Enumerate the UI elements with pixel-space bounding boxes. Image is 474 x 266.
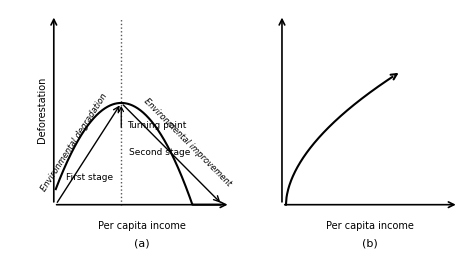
Text: (a): (a) xyxy=(134,239,150,249)
Text: (b): (b) xyxy=(363,239,378,249)
Text: Turning point: Turning point xyxy=(127,121,187,130)
Text: First stage: First stage xyxy=(66,173,113,182)
Text: Deforestation: Deforestation xyxy=(37,77,47,143)
Text: Second stage: Second stage xyxy=(129,148,191,157)
Text: Per capita income: Per capita income xyxy=(98,221,186,231)
Text: Per capita income: Per capita income xyxy=(326,221,414,231)
Text: Environmental degradation: Environmental degradation xyxy=(40,92,109,193)
Text: Environmental improvement: Environmental improvement xyxy=(142,97,233,188)
